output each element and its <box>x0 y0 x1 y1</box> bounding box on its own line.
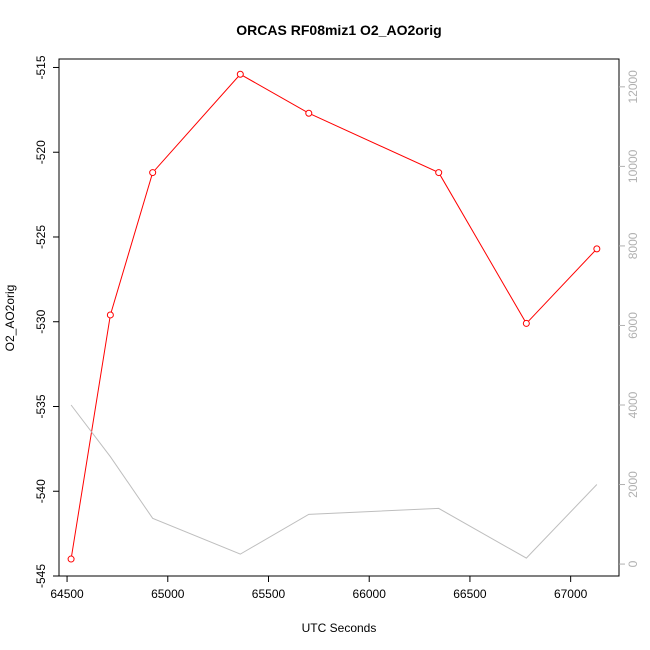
series-0-point <box>236 70 244 78</box>
x-tick-label: 65000 <box>151 587 185 601</box>
series-0-point <box>149 169 157 177</box>
series-0-point <box>522 319 530 327</box>
y-tick-label: -535 <box>34 394 48 418</box>
y2-tick-label: 12000 <box>626 70 640 104</box>
chart-title: ORCAS RF08miz1 O2_AO2orig <box>236 22 441 38</box>
series-0-point <box>67 555 75 563</box>
x-tick-label: 66000 <box>353 587 387 601</box>
x-tick-label: 67000 <box>554 587 588 601</box>
y-tick-label: -520 <box>34 140 48 164</box>
x-tick-label: 64500 <box>50 587 84 601</box>
series-0-point <box>593 245 601 253</box>
y2-tick-label: 2000 <box>626 471 640 498</box>
series-0-point <box>305 109 313 117</box>
x-tick-label: 66500 <box>453 587 487 601</box>
series-layer <box>67 70 601 563</box>
series-1-line <box>70 404 598 559</box>
y-tick-label: -540 <box>34 479 48 503</box>
y2-tick-label: 0 <box>626 560 640 567</box>
y-tick-label: -530 <box>34 309 48 333</box>
x-axis-label: UTC Seconds <box>302 621 377 635</box>
y-tick-label: -545 <box>34 564 48 588</box>
y2-tick-label: 6000 <box>626 312 640 339</box>
plot-frame <box>58 58 620 577</box>
y2-tick-label: 10000 <box>626 149 640 183</box>
y-axis-left: -545 -540 -535 -530 -525 -520 -515 <box>34 55 59 588</box>
x-tick-label: 65500 <box>252 587 286 601</box>
y-tick-label: -525 <box>34 225 48 249</box>
y2-tick-label: 4000 <box>626 391 640 418</box>
series-0-point <box>106 311 114 319</box>
y2-tick-label: 8000 <box>626 232 640 259</box>
y-tick-label: -515 <box>34 55 48 79</box>
y-axis-right: 0 2000 4000 6000 8000 10000 12000 <box>619 70 640 567</box>
y-axis-label: O2_AO2orig <box>3 285 17 352</box>
series-0-line <box>70 73 598 560</box>
series-0-point <box>435 169 443 177</box>
x-axis: 64500 65000 65500 66000 66500 67000 <box>50 576 588 601</box>
